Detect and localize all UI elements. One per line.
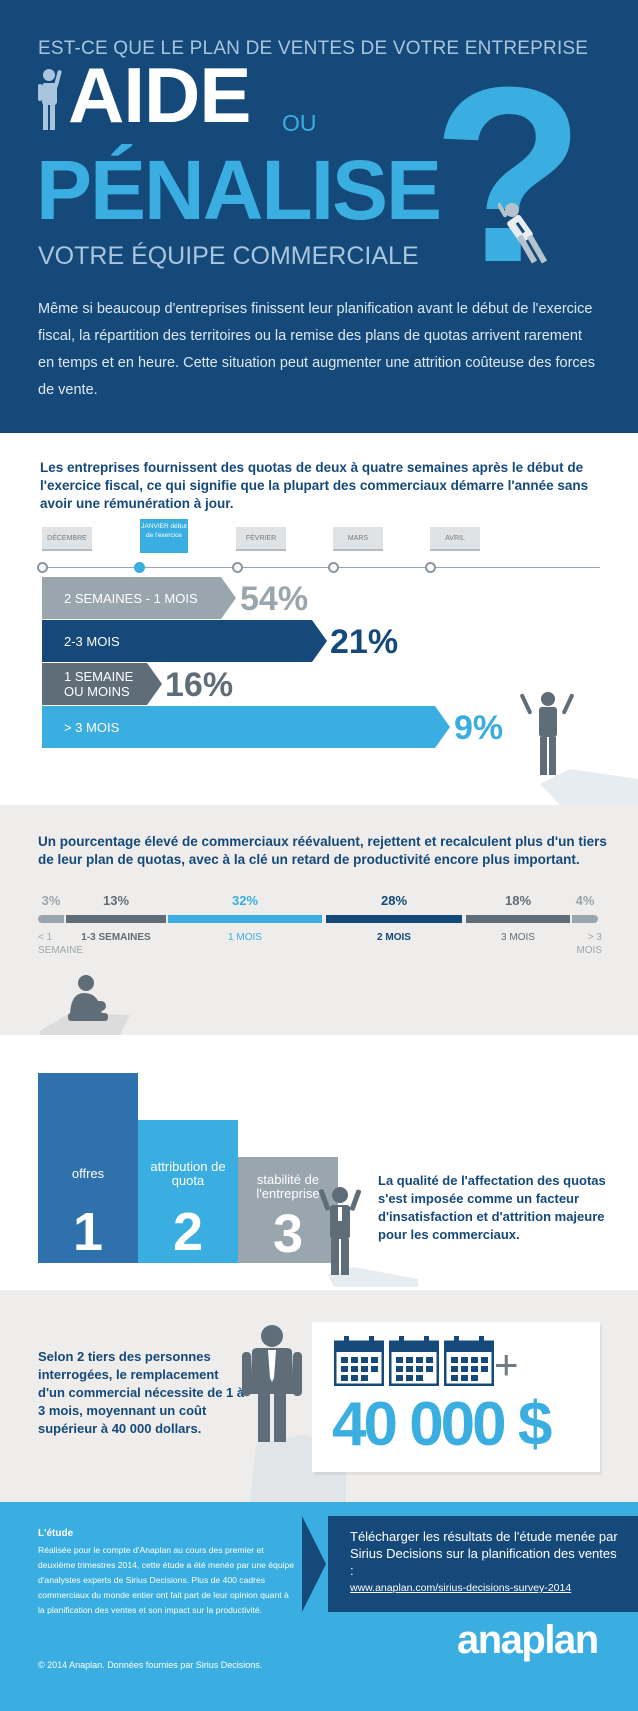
- distribution-segment: [572, 915, 598, 923]
- month-label-march: MARS: [333, 527, 383, 551]
- duration-percent: 9%: [454, 709, 504, 747]
- study-title: L'étude: [38, 1528, 74, 1539]
- distribution-label: 2 MOIS: [377, 932, 411, 943]
- duration-bar: 2-3 MOIS: [42, 620, 327, 662]
- distribution-segment: [168, 915, 322, 923]
- header-section: EST-CE QUE LE PLAN DE VENTES DE VOTRE EN…: [0, 0, 638, 433]
- question-mark: ?: [432, 35, 585, 314]
- reason-column: attribution de quota 2: [138, 1120, 238, 1263]
- distribution-percent: 32%: [231, 893, 259, 908]
- month-label-december: DÉCEMBRE: [42, 527, 92, 551]
- cost-card: + 40 000 $: [312, 1322, 600, 1472]
- copyright: © 2014 Anaplan. Données fournies par Sir…: [38, 1660, 263, 1670]
- duration-bar: 1 SEMAINE OU MOINS: [42, 663, 162, 705]
- calendar-icon: [389, 1336, 439, 1386]
- climbing-man-icon: [498, 202, 548, 264]
- reason-label: attribution de quota: [150, 1159, 226, 1188]
- reason-number: 2: [172, 1202, 204, 1262]
- distribution-label: 1 MOIS: [228, 932, 262, 943]
- cost-text: Selon 2 tiers des personnes interrogées,…: [38, 1349, 245, 1436]
- download-banner: Télécharger les résultats de l'étude men…: [302, 1516, 638, 1612]
- timeline-dot: [37, 562, 48, 573]
- headache-man-icon: [318, 1187, 418, 1287]
- header-kicker: EST-CE QUE LE PLAN DE VENTES DE VOTRE EN…: [38, 38, 589, 59]
- distribution-segment: [66, 915, 166, 923]
- timeline-dot: [232, 562, 243, 573]
- headline-aide: AIDE: [68, 51, 251, 139]
- distribution-percent: 28%: [380, 893, 408, 908]
- distribution-label: 3 MOIS: [501, 932, 535, 943]
- headline-ou: OU: [282, 110, 317, 136]
- timeline-axis: [40, 567, 600, 568]
- study-body: Réalisée pour le compte d'Anaplan au cou…: [38, 1545, 295, 1615]
- duration-bar-label: 2 SEMAINES - 1 MOIS: [64, 590, 198, 606]
- sitting-man-icon: [40, 975, 130, 1035]
- distribution-segment: [326, 915, 462, 923]
- headline-penalise: PÉNALISE: [36, 143, 442, 237]
- download-text: Télécharger les résultats de l'étude men…: [350, 1529, 618, 1578]
- cost-section: Selon 2 tiers des personnes interrogées,…: [0, 1290, 638, 1502]
- distribution-label: < 1 SEMAINE: [38, 932, 84, 956]
- footer-section: L'étude Réalisée pour le compte d'Anapla…: [0, 1502, 638, 1711]
- reasons-section: offres 1 attribution de quota 2 stabilit…: [0, 1035, 638, 1290]
- duration-bar-label: 1 SEMAINE OU MOINS: [64, 669, 134, 699]
- intro-paragraph: Même si beaucoup d'entreprises finissent…: [38, 301, 595, 398]
- plus-sign: +: [494, 1341, 519, 1388]
- waving-man-icon: [38, 69, 62, 130]
- distribution-percent: 3%: [41, 893, 61, 908]
- frustrated-man-icon: [520, 692, 638, 805]
- reason-column: offres 1: [38, 1073, 138, 1263]
- reasons-text: La qualité de l'affectation des quotas s…: [378, 1173, 606, 1242]
- month-label-january: JANVIER début de l'exercice: [140, 519, 188, 553]
- anaplan-logo: anaplan: [457, 1618, 599, 1662]
- cost-amount: 40 000 $: [332, 1390, 552, 1459]
- duration-bar: > 3 MOIS: [42, 706, 450, 748]
- distribution-heading: Un pourcentage élevé de commerciaux réév…: [38, 834, 607, 867]
- duration-bar: 2 SEMAINES - 1 MOIS: [42, 577, 236, 619]
- download-link[interactable]: www.anaplan.com/sirius-decisions-survey-…: [350, 1582, 572, 1594]
- duration-bar-label: > 3 MOIS: [64, 719, 120, 735]
- distribution-segment: [38, 915, 64, 923]
- month-label-february: FÉVRIER: [236, 527, 286, 551]
- duration-percent: 21%: [330, 623, 399, 661]
- distribution-percent: 18%: [504, 893, 532, 908]
- timeline-heading: Les entreprises fournissent des quotas d…: [40, 460, 589, 511]
- calendar-icon: [444, 1336, 494, 1386]
- duration-percent: 54%: [240, 580, 309, 618]
- timeline-section: Les entreprises fournissent des quotas d…: [0, 433, 638, 805]
- distribution-percent: 13%: [102, 893, 130, 908]
- calendar-icon: [334, 1336, 384, 1386]
- distribution-label: > 3 MOIS: [576, 932, 602, 956]
- distribution-section: Un pourcentage élevé de commerciaux réév…: [0, 805, 638, 1035]
- arrow-notch-icon: [302, 1516, 328, 1612]
- duration-bar-label: 2-3 MOIS: [64, 633, 120, 649]
- headline-subtitle: VOTRE ÉQUIPE COMMERCIALE: [38, 242, 419, 270]
- distribution-label: 1-3 SEMAINES: [81, 932, 151, 943]
- timeline-dot: [425, 562, 436, 573]
- reason-number: 1: [72, 1202, 104, 1262]
- reason-column: stabilité de l'entreprise 3: [238, 1157, 338, 1263]
- distribution-percent: 4%: [575, 893, 595, 908]
- reason-label: offres: [71, 1166, 105, 1181]
- month-label-april: AVRIL: [430, 527, 480, 551]
- duration-percent: 16%: [165, 666, 234, 704]
- reason-label: stabilité de l'entreprise: [256, 1172, 320, 1201]
- timeline-dot-active: [134, 562, 145, 573]
- distribution-segment: [466, 915, 570, 923]
- reason-number: 3: [272, 1204, 304, 1264]
- timeline-dot: [328, 562, 339, 573]
